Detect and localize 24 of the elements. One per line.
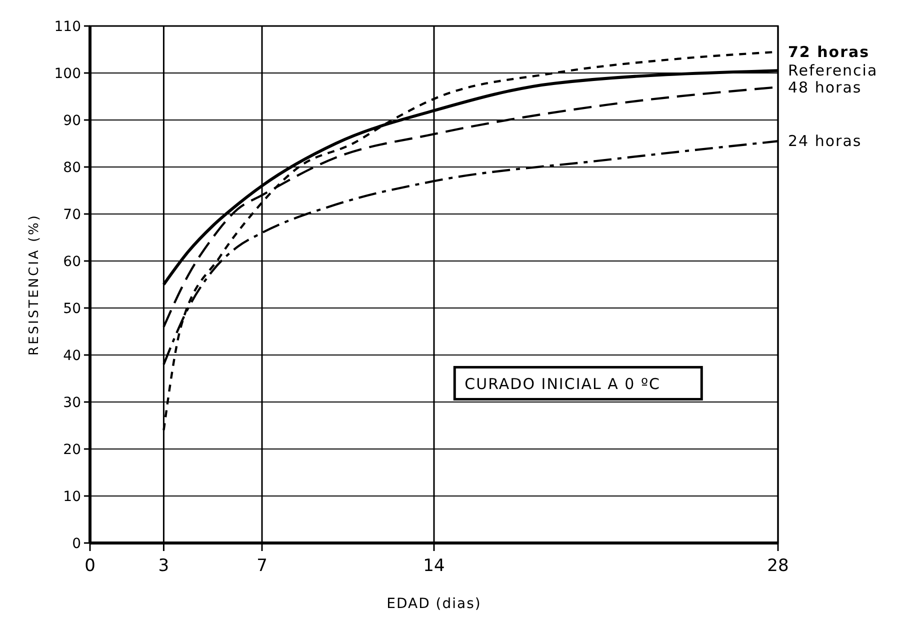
y-tick-label: 70 (63, 207, 81, 223)
y-tick-label: 110 (54, 19, 81, 35)
y-tick-label: 90 (63, 113, 81, 129)
series-label: Referencia (788, 62, 878, 80)
y-tick-label: 50 (63, 301, 81, 317)
y-tick-label: 80 (63, 160, 81, 176)
series-label: 24 horas (788, 132, 862, 150)
series-label: 48 horas (788, 78, 862, 97)
y-tick-label: 30 (63, 395, 81, 411)
y-tick-label: 100 (54, 66, 81, 82)
x-tick-label: 14 (423, 556, 445, 576)
y-tick-label: 40 (63, 348, 81, 364)
x-tick-label: 0 (84, 556, 96, 576)
y-tick-label: 0 (72, 536, 81, 552)
x-tick-label: 28 (767, 556, 789, 576)
annotation: CURADO INICIAL A 0 ºC (464, 375, 661, 394)
y-axis-title: RESISTENCIA (%) (27, 214, 42, 356)
series-label: 72 horas (788, 42, 870, 61)
y-tick-label: 10 (63, 489, 81, 505)
y-tick-label: 20 (63, 442, 81, 458)
x-tick-label: 7 (256, 556, 268, 576)
x-axis-title: EDAD (dias) (386, 596, 482, 612)
y-tick-label: 60 (63, 254, 81, 270)
x-tick-label: 3 (158, 556, 170, 576)
